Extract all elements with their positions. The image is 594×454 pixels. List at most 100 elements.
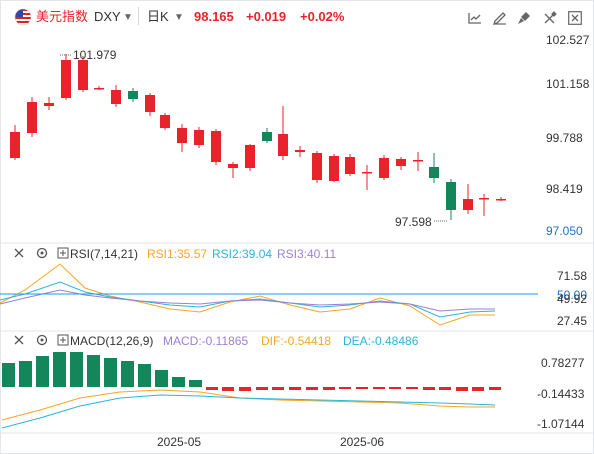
macd-axis-tick: 0.78277 [541, 356, 585, 370]
brush-icon[interactable] [517, 11, 531, 25]
candle-body [177, 128, 187, 143]
dea-line [1, 394, 496, 429]
macd-axis-tick: -0.14433 [537, 387, 585, 401]
candle-body [145, 95, 155, 112]
us-flag-icon [14, 8, 32, 30]
indicator-toggle-icon[interactable] [57, 247, 69, 259]
candle-body [329, 156, 339, 181]
candle-body [228, 164, 238, 168]
candle-body [194, 130, 204, 145]
macd-bar [389, 387, 401, 389]
macd-bar [138, 364, 151, 387]
chart-header: 美元指数 DXY ▼ 日K ▼ 98.165 +0.019 +0.02% [0, 0, 594, 32]
candle-body [345, 157, 355, 174]
indicator-settings-icon[interactable] [468, 11, 482, 25]
macd-bar [272, 387, 284, 390]
macd-bar [456, 387, 468, 391]
candle-body [10, 132, 20, 158]
rsi-title: RSI(7,14,21) [70, 247, 138, 261]
dif-line [1, 389, 495, 421]
macd-bar [172, 377, 185, 387]
eraser-icon[interactable] [543, 11, 557, 25]
candle-body [379, 158, 389, 178]
collapse-icon[interactable] [14, 248, 24, 258]
rsi-axis-tick: 49.92 [557, 292, 587, 306]
candle-body [128, 91, 138, 99]
macd-bar [53, 352, 66, 387]
macd-title: MACD(12,26,9) [70, 334, 153, 348]
rsi-line [0, 281, 496, 318]
macd-bar [423, 387, 435, 390]
candle-body [396, 159, 406, 166]
macd-bar [87, 355, 100, 387]
indicator-toggle-icon[interactable] [57, 334, 69, 346]
symbol-dropdown-icon[interactable]: ▼ [123, 12, 133, 23]
rsi-header: RSI(7,14,21) RSI1:35.57 RSI2:39.04 RSI3:… [14, 247, 336, 261]
macd-bar [339, 387, 351, 389]
candle-body [160, 115, 170, 128]
macd-value: MACD:-0.11865 [163, 334, 248, 348]
candle-body [312, 153, 322, 180]
candle-body [362, 172, 372, 174]
macd-header: MACD(12,26,9) MACD:-0.11865 DIF:-0.54418… [14, 334, 419, 348]
settings-icon[interactable] [36, 334, 48, 346]
rsi-line [0, 289, 495, 312]
price-axis-tick: 97.050 [546, 224, 583, 238]
macd-bar [373, 387, 385, 389]
period-dropdown-icon[interactable]: ▼ [174, 12, 184, 23]
dea-value: DEA:-0.48486 [343, 334, 419, 348]
time-axis: 2025-05 2025-06 [157, 435, 384, 449]
low-label: 97.598 [395, 215, 432, 229]
macd-bar [206, 387, 218, 390]
rsi-axis-tick: 50.00 [557, 288, 587, 302]
candle-body [211, 131, 221, 162]
candle-body [245, 145, 255, 168]
rsi-line [0, 263, 495, 326]
macd-bar [121, 361, 134, 387]
candle-body [429, 167, 439, 178]
collapse-icon[interactable] [14, 335, 24, 345]
macd-bar [19, 361, 32, 387]
time-axis-label: 2025-05 [157, 435, 201, 449]
candle-body [278, 134, 288, 156]
settings-icon[interactable] [36, 247, 48, 259]
macd-bar [306, 387, 318, 390]
high-label: 101.979 [73, 48, 117, 62]
candle-body [295, 150, 305, 152]
macd-histogram [2, 352, 501, 391]
macd-axis-tick: -1.07144 [537, 417, 585, 431]
header-divider [138, 7, 139, 25]
macd-axis: 0.78277 -0.14433 -1.07144 [537, 356, 585, 431]
dif-value: DIF:-0.54418 [261, 334, 331, 348]
candle-body [446, 182, 456, 210]
time-axis-label: 2025-06 [340, 435, 384, 449]
price-change-percent: +0.02% [300, 9, 345, 24]
candle-body [463, 199, 473, 210]
candle-body [94, 88, 104, 90]
rsi-axis: 71.58 50.00 49.92 27.45 [557, 269, 587, 328]
period-selector[interactable]: 日K [147, 9, 169, 24]
rsi2-value: RSI2:39.04 [212, 247, 272, 261]
rsi3-value: RSI3:40.11 [277, 247, 336, 261]
candle-body [111, 90, 121, 104]
candle-body [413, 160, 423, 162]
candle-body [496, 199, 506, 201]
instrument-symbol: DXY [94, 9, 121, 24]
macd-bar [2, 363, 15, 387]
macd-bar [155, 370, 168, 387]
drawing-icon[interactable] [492, 11, 507, 26]
macd-bar [222, 387, 234, 391]
rsi-axis-tick: 27.45 [557, 314, 587, 328]
candle-body [479, 198, 489, 200]
macd-bar [70, 352, 83, 387]
candle-body [61, 60, 71, 98]
candle-body [27, 102, 37, 133]
candlestick-series [10, 54, 506, 220]
rsi-axis-tick: 71.58 [557, 269, 587, 283]
close-icon[interactable] [568, 11, 582, 25]
macd-bar [256, 387, 268, 390]
candle-body [262, 132, 272, 141]
macd-bar [472, 387, 484, 391]
price-axis-tick: 101.158 [546, 77, 590, 91]
